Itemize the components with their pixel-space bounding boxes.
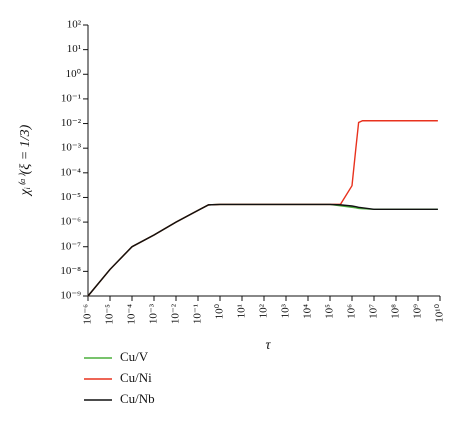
y-tick-label: 10⁻⁹ (60, 290, 81, 302)
x-tick-label: 10⁻⁵ (104, 304, 116, 325)
y-tick-label: 10⁻¹ (61, 92, 81, 104)
x-tick-label: 10⁻⁴ (126, 304, 138, 325)
y-tick-label: 10⁻² (61, 117, 82, 129)
y-tick-label: 10² (67, 19, 82, 31)
x-tick-label: 10⁻³ (148, 303, 160, 324)
x-tick-label: 10⁻⁶ (82, 304, 94, 325)
y-axis-label: χᵢ⁽ᵅ⁾(ξ = 1/3) (18, 124, 33, 197)
legend-label: Cu/V (120, 349, 149, 364)
x-axis-label: τ (265, 338, 271, 353)
x-tick-label: 10⁻² (170, 303, 182, 324)
x-tick-label: 10⁵ (324, 304, 336, 319)
x-tick-label: 10⁷ (368, 304, 380, 319)
y-tick-label: 10¹ (67, 43, 81, 55)
x-tick-label: 10⁶ (346, 304, 358, 319)
x-tick-label: 10⁹ (412, 304, 424, 319)
y-tick-label: 10⁻⁷ (60, 240, 81, 252)
x-tick-label: 10¹⁰ (434, 303, 446, 322)
y-tick-label: 10⁻⁶ (60, 216, 81, 228)
line-series (87, 120, 438, 297)
line-series (87, 203, 438, 297)
y-tick-label: 10⁻³ (61, 142, 82, 154)
y-tick-label: 10⁻⁸ (60, 265, 81, 277)
y-tick-label: 10⁰ (66, 68, 82, 80)
y-tick-label: 10⁻⁴ (60, 166, 81, 178)
x-tick-label: 10¹ (236, 304, 248, 318)
x-tick-label: 10⁰ (214, 303, 226, 319)
x-tick-label: 10³ (280, 303, 292, 318)
x-tick-label: 10⁴ (302, 304, 314, 319)
x-tick-label: 10⁻¹ (192, 304, 204, 324)
legend-label: Cu/Ni (120, 370, 152, 385)
x-tick-label: 10² (258, 303, 270, 318)
line-series (87, 203, 438, 297)
y-tick-label: 10⁻⁵ (60, 191, 81, 203)
x-tick-label: 10⁸ (390, 304, 402, 319)
legend-label: Cu/Nb (120, 391, 155, 406)
